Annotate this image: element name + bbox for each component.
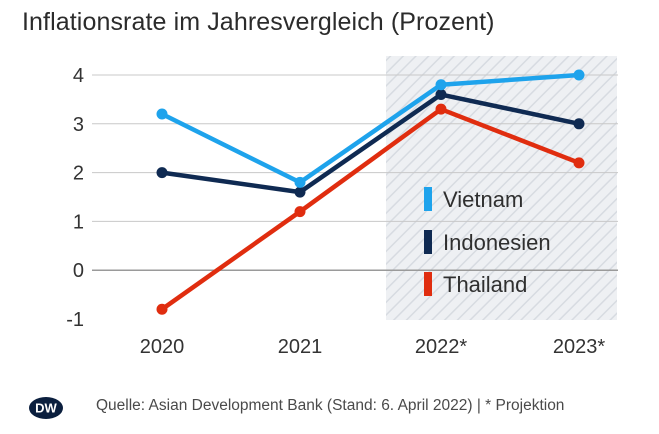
source-note: Quelle: Asian Development Bank (Stand: 6…: [96, 397, 565, 414]
data-point-vietnam: [294, 176, 306, 188]
y-tick-label: 0: [73, 260, 84, 282]
y-tick-label: 4: [73, 65, 84, 87]
data-point-thailand: [156, 303, 168, 315]
data-point-thailand: [294, 206, 306, 218]
data-point-vietnam: [156, 108, 168, 120]
series-line-vietnam: [159, 72, 582, 185]
legend-label-thailand: Thailand: [443, 272, 527, 297]
series-indonesien: [156, 89, 585, 198]
legend-label-vietnam: Vietnam: [443, 187, 523, 212]
legend-label-indonesien: Indonesien: [443, 230, 551, 255]
y-tick-label: 2: [73, 163, 84, 185]
data-point-indonesien: [156, 167, 168, 179]
x-tick-label: 2021: [278, 336, 323, 358]
y-tick-label: 1: [73, 211, 84, 233]
x-tick-label: 2022*: [415, 336, 467, 358]
series-line-indonesien: [159, 92, 582, 195]
x-tick-label: 2023*: [553, 336, 605, 358]
data-point-indonesien: [294, 186, 306, 198]
svg-text:DW: DW: [35, 401, 57, 416]
data-point-vietnam: [435, 79, 447, 91]
series-line-thailand: [159, 106, 582, 312]
y-tick-label: 3: [73, 114, 84, 136]
series-thailand: [156, 103, 585, 315]
data-point-indonesien: [573, 118, 585, 130]
data-point-thailand: [573, 157, 585, 169]
line-chart: -1 0 1 2 3 4 2020 2021 2022* 2023* Vietnam Indone…: [66, 56, 618, 358]
data-point-thailand: [435, 103, 447, 115]
legend-swatch-thailand: [424, 272, 432, 296]
y-tick-label: -1: [66, 309, 84, 331]
chart-title: Inflationsrate im Jahresvergleich (Proze…: [22, 8, 495, 36]
series-vietnam: [156, 69, 585, 188]
legend-swatch-indonesien: [424, 230, 432, 254]
dw-logo: DW: [29, 397, 63, 419]
data-point-indonesien: [435, 89, 447, 101]
data-point-vietnam: [573, 69, 585, 81]
x-tick-label: 2020: [140, 336, 185, 358]
legend-swatch-vietnam: [424, 187, 432, 211]
